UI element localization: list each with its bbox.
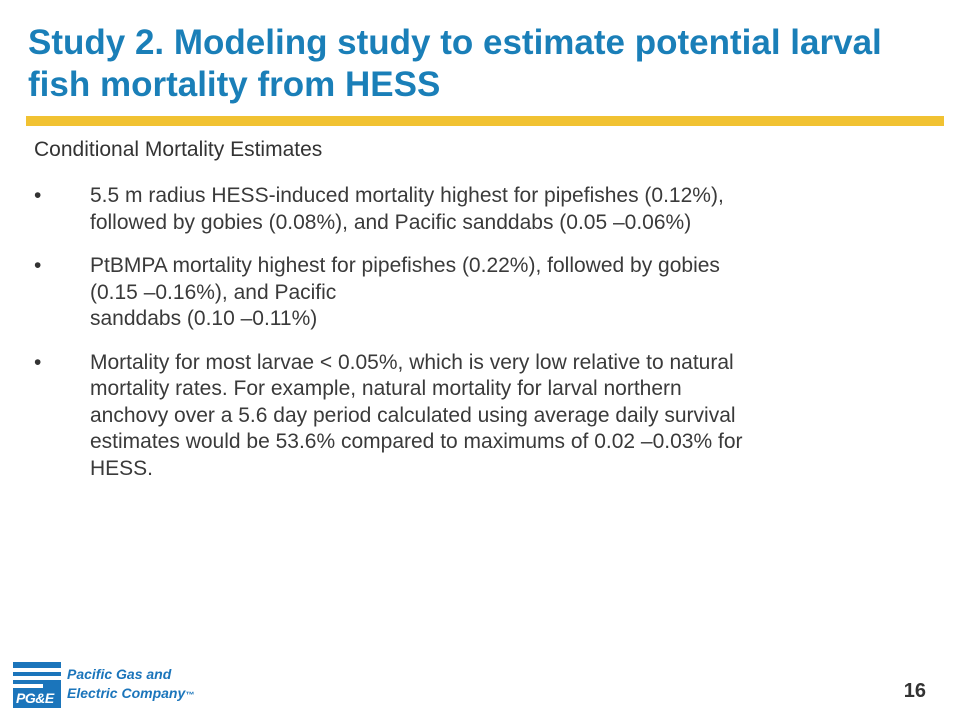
- bullet-text-line: (0.15 –0.16%), and Pacific: [90, 280, 337, 304]
- slide-title: Study 2. Modeling study to estimate pote…: [28, 22, 948, 106]
- trademark-mark: ™: [185, 690, 195, 700]
- bullet-text-line: HESS.: [90, 456, 154, 480]
- bullet-text-line: anchovy over a 5.6 day period calculated…: [90, 403, 736, 427]
- logo-company-name: Pacific Gas and Electric Company™: [67, 665, 194, 705]
- logo-line-2: Electric Company™: [67, 684, 194, 705]
- logo-mark-text: PG&E: [16, 690, 54, 706]
- page-number: 16: [903, 680, 926, 702]
- bullet-text-line: followed by gobies (0.08%), and Pacific …: [90, 210, 692, 234]
- pge-logo-icon: PG&E: [13, 662, 61, 708]
- pge-logo: PG&E Pacific Gas and Electric Company™: [13, 662, 195, 708]
- bullet-text-line: Mortality for most larvae < 0.05%, which…: [90, 350, 734, 374]
- slide-title-line: Study 2. Modeling study to estimate pote…: [28, 23, 882, 62]
- slide-title-line: fish mortality from HESS: [28, 65, 441, 104]
- bullet-text-line: sanddabs (0.10 –0.11%): [90, 307, 318, 330]
- logo-line-2-text: Electric Company: [67, 685, 186, 701]
- slide-subtitle: Conditional Mortality Estimates: [34, 138, 323, 161]
- bullet-icon: •: [34, 350, 42, 374]
- bullet-icon: •: [34, 254, 42, 277]
- bullet-item: • PtBMPA mortality highest for pipefishe…: [34, 253, 924, 333]
- bullet-item: • Mortality for most larvae < 0.05%, whi…: [34, 350, 924, 483]
- bullet-icon: •: [34, 184, 42, 207]
- bullet-list: • 5.5 m radius HESS-induced mortality hi…: [34, 183, 924, 499]
- bullet-text-line: 5.5 m radius HESS-induced mortality high…: [90, 184, 724, 207]
- logo-line-1: Pacific Gas and: [67, 666, 172, 682]
- title-divider: [26, 116, 944, 126]
- bullet-text-line: mortality rates. For example, natural mo…: [90, 377, 682, 400]
- bullet-item: • 5.5 m radius HESS-induced mortality hi…: [34, 183, 924, 236]
- bullet-text-line: PtBMPA mortality highest for pipefishes …: [90, 254, 720, 277]
- bullet-text-line: estimates would be 53.6% compared to max…: [90, 430, 743, 453]
